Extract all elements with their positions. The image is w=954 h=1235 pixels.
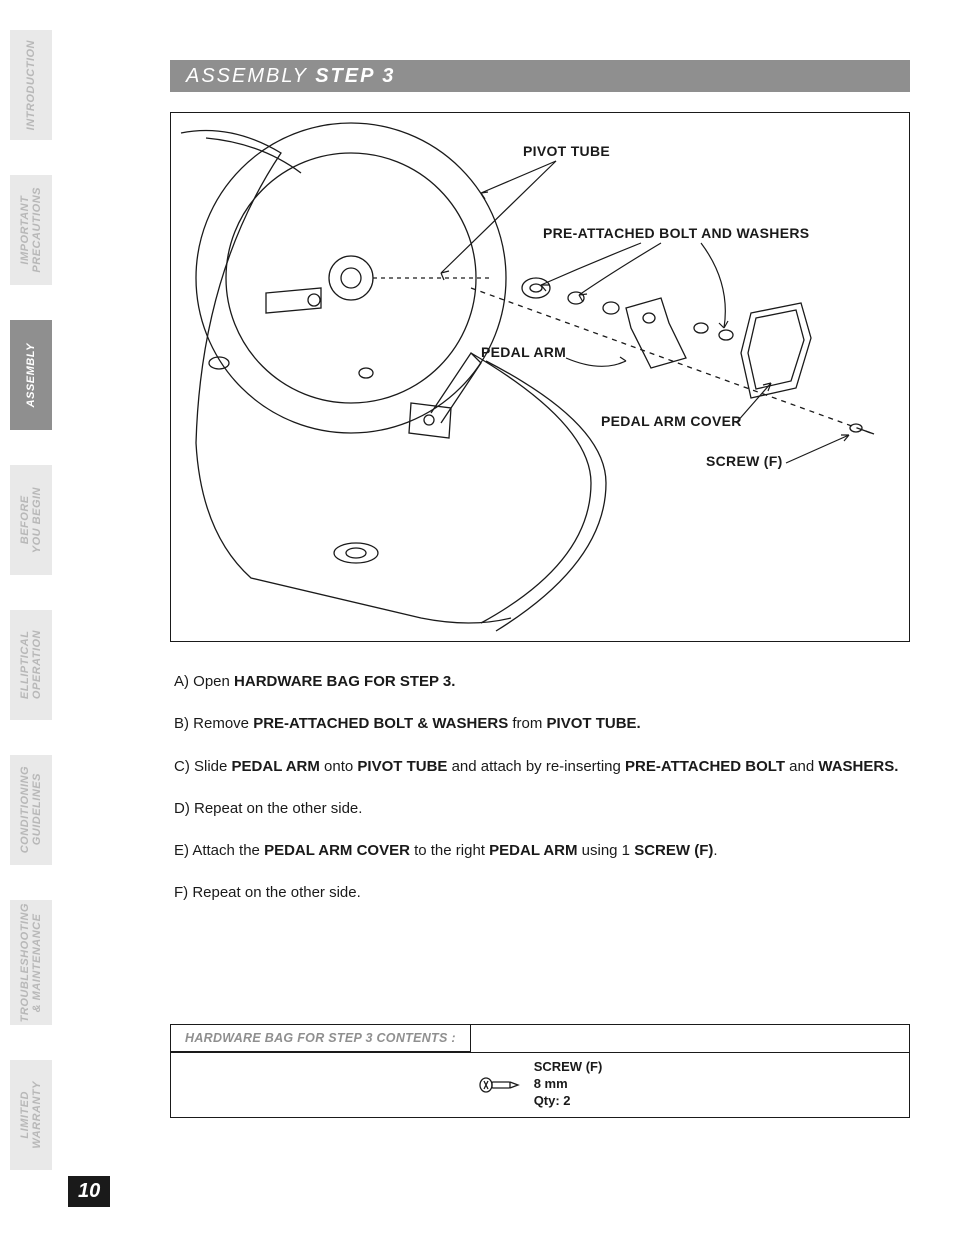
instructions-list: A) Open HARDWARE BAG FOR STEP 3. B) Remo… [170, 672, 910, 904]
hardware-box-title: HARDWARE BAG FOR STEP 3 CONTENTS : [171, 1025, 471, 1052]
sidebar-tab-7[interactable]: LIMITED WARRANTY [10, 1060, 52, 1170]
sidebar-tab-label: BEFORE YOU BEGIN [19, 487, 43, 553]
callout-pivot-tube: PIVOT TUBE [523, 143, 610, 159]
instruction-f: F) Repeat on the other side. [174, 883, 910, 903]
screw-icon [478, 1073, 522, 1097]
sidebar-nav: INTRODUCTION IMPORTANT PRECAUTIONS ASSEMBL… [0, 0, 60, 1235]
sidebar-tab-label: ELLIPTICAL OPERATION [19, 630, 43, 699]
hw-item-name: SCREW (F) [534, 1059, 603, 1076]
instruction-e: E) Attach the PEDAL ARM COVER to the rig… [174, 841, 910, 861]
title-prefix: ASSEMBLY [186, 65, 315, 87]
sidebar-tab-label: ASSEMBLY [25, 343, 37, 407]
assembly-diagram: PIVOT TUBE PRE-ATTACHED BOLT AND WASHERS… [170, 112, 910, 642]
section-header: ASSEMBLY STEP 3 [170, 60, 910, 92]
callout-pedal-arm: PEDAL ARM [481, 344, 566, 360]
sidebar-tab-6[interactable]: TROUBLESHOOTING & MAINTENANCE [10, 900, 52, 1025]
sidebar-tab-label: TROUBLESHOOTING & MAINTENANCE [19, 903, 43, 1022]
title-bold: STEP 3 [315, 65, 395, 87]
page-number: 10 [68, 1176, 110, 1207]
section-title: ASSEMBLY STEP 3 [186, 65, 395, 88]
sidebar-tab-1[interactable]: IMPORTANT PRECAUTIONS [10, 175, 52, 285]
sidebar-tab-label: IMPORTANT PRECAUTIONS [19, 187, 43, 273]
instruction-b: B) Remove PRE-ATTACHED BOLT & WASHERS fr… [174, 714, 910, 734]
sidebar-tab-5[interactable]: CONDITIONING GUIDELINES [10, 755, 52, 865]
callout-pedal-cover: PEDAL ARM COVER [601, 413, 742, 429]
diagram-svg [171, 113, 909, 641]
instruction-c: C) Slide PEDAL ARM onto PIVOT TUBE and a… [174, 757, 910, 777]
hardware-item: SCREW (F) 8 mm Qty: 2 [534, 1059, 603, 1110]
instruction-d: D) Repeat on the other side. [174, 799, 910, 819]
callout-screw-f: SCREW (F) [706, 453, 783, 469]
callout-bolt-washers: PRE-ATTACHED BOLT AND WASHERS [543, 225, 809, 241]
sidebar-tab-label: LIMITED WARRANTY [19, 1081, 43, 1149]
instruction-a: A) Open HARDWARE BAG FOR STEP 3. [174, 672, 910, 692]
sidebar-tab-0[interactable]: INTRODUCTION [10, 30, 52, 140]
sidebar-tab-2[interactable]: ASSEMBLY [10, 320, 52, 430]
hw-item-size: 8 mm [534, 1076, 603, 1093]
hardware-box: HARDWARE BAG FOR STEP 3 CONTENTS : SCREW… [170, 1024, 910, 1118]
sidebar-tab-label: CONDITIONING GUIDELINES [19, 766, 43, 853]
main-content: ASSEMBLY STEP 3 [170, 60, 910, 1118]
sidebar-tab-4[interactable]: ELLIPTICAL OPERATION [10, 610, 52, 720]
hw-item-qty: Qty: 2 [534, 1093, 603, 1110]
sidebar-tab-label: INTRODUCTION [25, 40, 37, 130]
sidebar-tab-3[interactable]: BEFORE YOU BEGIN [10, 465, 52, 575]
